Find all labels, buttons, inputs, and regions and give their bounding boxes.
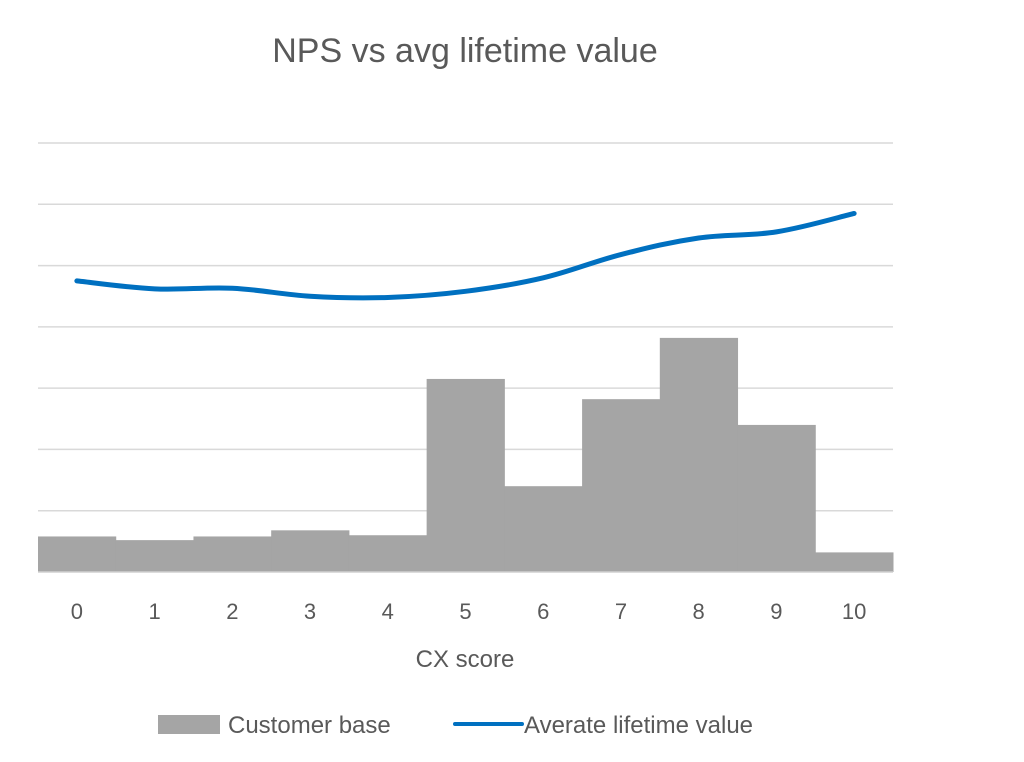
x-tick-label: 3 [304,599,316,624]
bar [271,530,350,572]
bar [426,378,505,572]
x-tick-label: 0 [71,599,83,624]
bar [815,552,894,572]
x-tick-label: 2 [226,599,238,624]
x-axis-label: CX score [416,646,515,673]
bar [193,536,272,572]
x-tick-label: 1 [148,599,160,624]
x-tick-label: 5 [459,599,471,624]
series-line [74,210,857,301]
x-tick-label: 7 [615,599,627,624]
x-tick-label: 8 [693,599,705,624]
legend-swatch-customer-base [158,715,220,734]
bar-series [38,337,894,572]
chart-title: NPS vs avg lifetime value [272,32,658,70]
bar [582,399,661,572]
bar [659,337,739,572]
bar [737,424,816,572]
x-tick-label: 9 [770,599,782,624]
x-tick-label: 4 [382,599,394,624]
bar [115,540,194,572]
bar [38,536,117,572]
legend: Customer base Averate lifetime value [158,712,753,739]
x-tick-labels: 0 1 2 3 4 5 6 7 8 9 10 [71,599,867,624]
x-tick-label: 6 [537,599,549,624]
legend-label-customer-base: Customer base [228,712,391,739]
line-series [74,210,857,301]
legend-label-lifetime-value: Averate lifetime value [524,712,753,739]
x-tick-label: 10 [842,599,866,624]
bar [504,486,583,572]
bar [348,535,428,572]
